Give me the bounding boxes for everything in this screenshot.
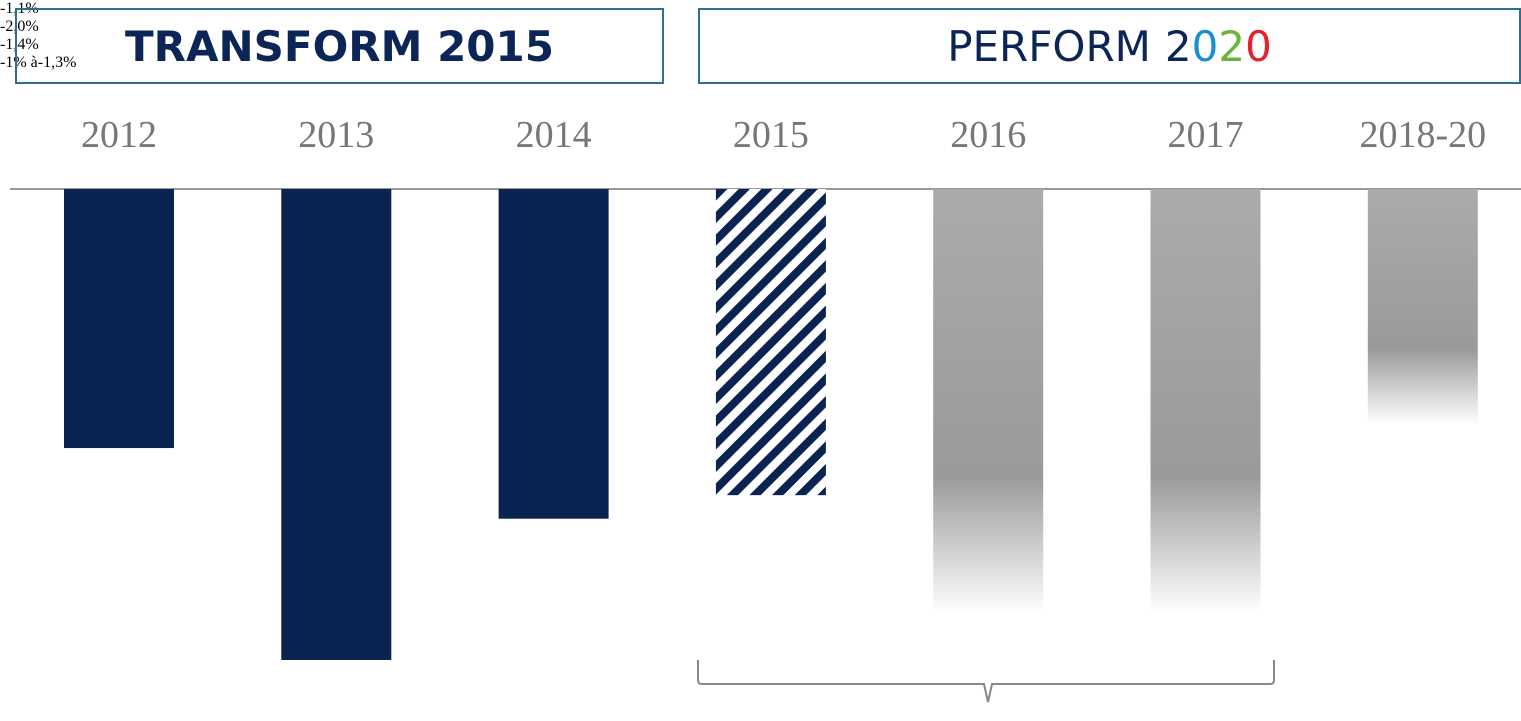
bar [1367,189,1478,425]
x-tick-label: 2018-20 [1359,114,1486,156]
x-tick-label: 2016 [950,114,1026,156]
bar [64,189,174,449]
x-tick-label: 2015 [733,114,809,156]
bar [933,189,1044,613]
x-tick-label: 2014 [516,114,592,156]
year-digit: 2 [1218,21,1246,71]
bar [281,189,392,660]
group-header: TRANSFORM 2015 [15,8,664,84]
bar [1150,189,1261,613]
x-tick-label: 2017 [1168,114,1244,156]
year-digit: 0 [1245,21,1272,71]
value-label: -2,0% [0,18,39,35]
bar [498,189,609,519]
bar [715,189,826,496]
x-tick-label: 2012 [81,114,157,156]
group-label: PERFORM [947,21,1151,71]
x-tick-label: 2013 [298,114,374,156]
year-digit: 2 [1164,21,1192,71]
bracket [697,660,1275,703]
value-label: -1% à-1,3% [0,54,77,71]
value-label: -1,4% [0,36,39,53]
year-digit: 0 [1191,21,1219,71]
